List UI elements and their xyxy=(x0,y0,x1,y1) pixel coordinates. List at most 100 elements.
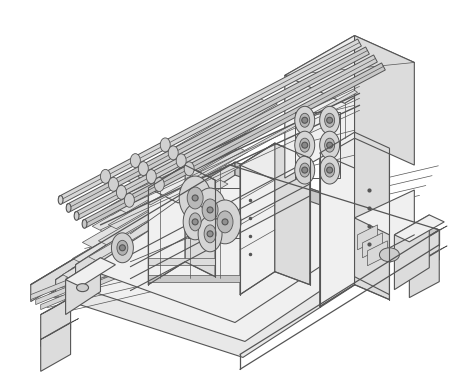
Polygon shape xyxy=(67,47,369,212)
Polygon shape xyxy=(122,98,269,183)
Polygon shape xyxy=(41,298,70,346)
Ellipse shape xyxy=(74,212,79,220)
Ellipse shape xyxy=(194,188,225,232)
Circle shape xyxy=(326,142,332,148)
Polygon shape xyxy=(408,226,446,248)
Polygon shape xyxy=(367,241,387,266)
Ellipse shape xyxy=(117,240,128,255)
Ellipse shape xyxy=(324,138,334,152)
Ellipse shape xyxy=(209,200,240,244)
Polygon shape xyxy=(408,230,438,278)
Polygon shape xyxy=(88,180,227,261)
Ellipse shape xyxy=(202,199,218,221)
Polygon shape xyxy=(75,55,376,219)
Circle shape xyxy=(192,219,198,225)
Circle shape xyxy=(192,195,198,201)
Ellipse shape xyxy=(319,106,339,134)
Polygon shape xyxy=(72,179,219,264)
Polygon shape xyxy=(274,143,309,285)
Polygon shape xyxy=(319,132,354,307)
Polygon shape xyxy=(148,91,357,205)
Ellipse shape xyxy=(198,216,222,252)
Polygon shape xyxy=(354,36,413,165)
Ellipse shape xyxy=(183,204,206,240)
Circle shape xyxy=(301,142,307,148)
Polygon shape xyxy=(185,165,214,277)
Polygon shape xyxy=(98,164,238,245)
Circle shape xyxy=(119,245,125,251)
Polygon shape xyxy=(128,116,267,197)
Ellipse shape xyxy=(108,177,118,191)
Polygon shape xyxy=(75,162,394,322)
Ellipse shape xyxy=(124,193,134,207)
Ellipse shape xyxy=(179,176,211,220)
Polygon shape xyxy=(63,195,210,280)
Polygon shape xyxy=(408,250,438,298)
Polygon shape xyxy=(41,319,78,340)
Ellipse shape xyxy=(160,138,170,152)
Polygon shape xyxy=(148,275,239,282)
Ellipse shape xyxy=(111,233,133,263)
Polygon shape xyxy=(41,322,70,371)
Ellipse shape xyxy=(146,170,156,183)
Polygon shape xyxy=(362,233,382,258)
Ellipse shape xyxy=(324,163,334,177)
Polygon shape xyxy=(108,148,247,229)
Ellipse shape xyxy=(130,154,140,168)
Ellipse shape xyxy=(66,204,71,212)
Ellipse shape xyxy=(294,106,314,134)
Polygon shape xyxy=(75,162,234,278)
Ellipse shape xyxy=(176,154,186,168)
Polygon shape xyxy=(31,215,230,299)
Polygon shape xyxy=(394,215,428,290)
Polygon shape xyxy=(284,36,354,178)
Circle shape xyxy=(326,117,332,123)
Polygon shape xyxy=(225,168,413,243)
Polygon shape xyxy=(284,36,413,103)
Polygon shape xyxy=(56,168,225,295)
Polygon shape xyxy=(138,100,277,181)
Ellipse shape xyxy=(324,113,334,127)
Polygon shape xyxy=(31,165,230,302)
Ellipse shape xyxy=(76,284,88,291)
Polygon shape xyxy=(394,215,443,242)
Polygon shape xyxy=(319,132,388,168)
Polygon shape xyxy=(118,132,257,213)
Polygon shape xyxy=(148,165,185,285)
Polygon shape xyxy=(230,165,438,247)
Polygon shape xyxy=(49,180,423,358)
Polygon shape xyxy=(82,163,229,248)
Ellipse shape xyxy=(189,213,200,231)
Ellipse shape xyxy=(58,196,63,204)
Polygon shape xyxy=(239,143,309,180)
Ellipse shape xyxy=(294,131,314,159)
Polygon shape xyxy=(234,162,394,231)
Polygon shape xyxy=(41,225,233,309)
Ellipse shape xyxy=(100,169,110,183)
Ellipse shape xyxy=(184,162,194,176)
Ellipse shape xyxy=(379,248,399,262)
Ellipse shape xyxy=(319,131,339,159)
Circle shape xyxy=(301,117,307,123)
Polygon shape xyxy=(148,165,214,203)
Ellipse shape xyxy=(294,156,314,184)
Ellipse shape xyxy=(319,156,339,184)
Polygon shape xyxy=(65,258,100,314)
Ellipse shape xyxy=(138,162,148,176)
Circle shape xyxy=(206,231,213,237)
Polygon shape xyxy=(354,218,388,295)
Circle shape xyxy=(326,167,332,173)
Polygon shape xyxy=(31,165,438,354)
Circle shape xyxy=(206,207,213,213)
Ellipse shape xyxy=(217,211,232,233)
Polygon shape xyxy=(36,220,232,304)
Ellipse shape xyxy=(154,178,164,191)
Ellipse shape xyxy=(82,220,87,228)
Ellipse shape xyxy=(299,138,309,152)
Polygon shape xyxy=(102,130,249,215)
Ellipse shape xyxy=(116,185,126,199)
Ellipse shape xyxy=(168,146,178,160)
Circle shape xyxy=(301,167,307,173)
Ellipse shape xyxy=(299,113,309,127)
Polygon shape xyxy=(239,143,274,295)
